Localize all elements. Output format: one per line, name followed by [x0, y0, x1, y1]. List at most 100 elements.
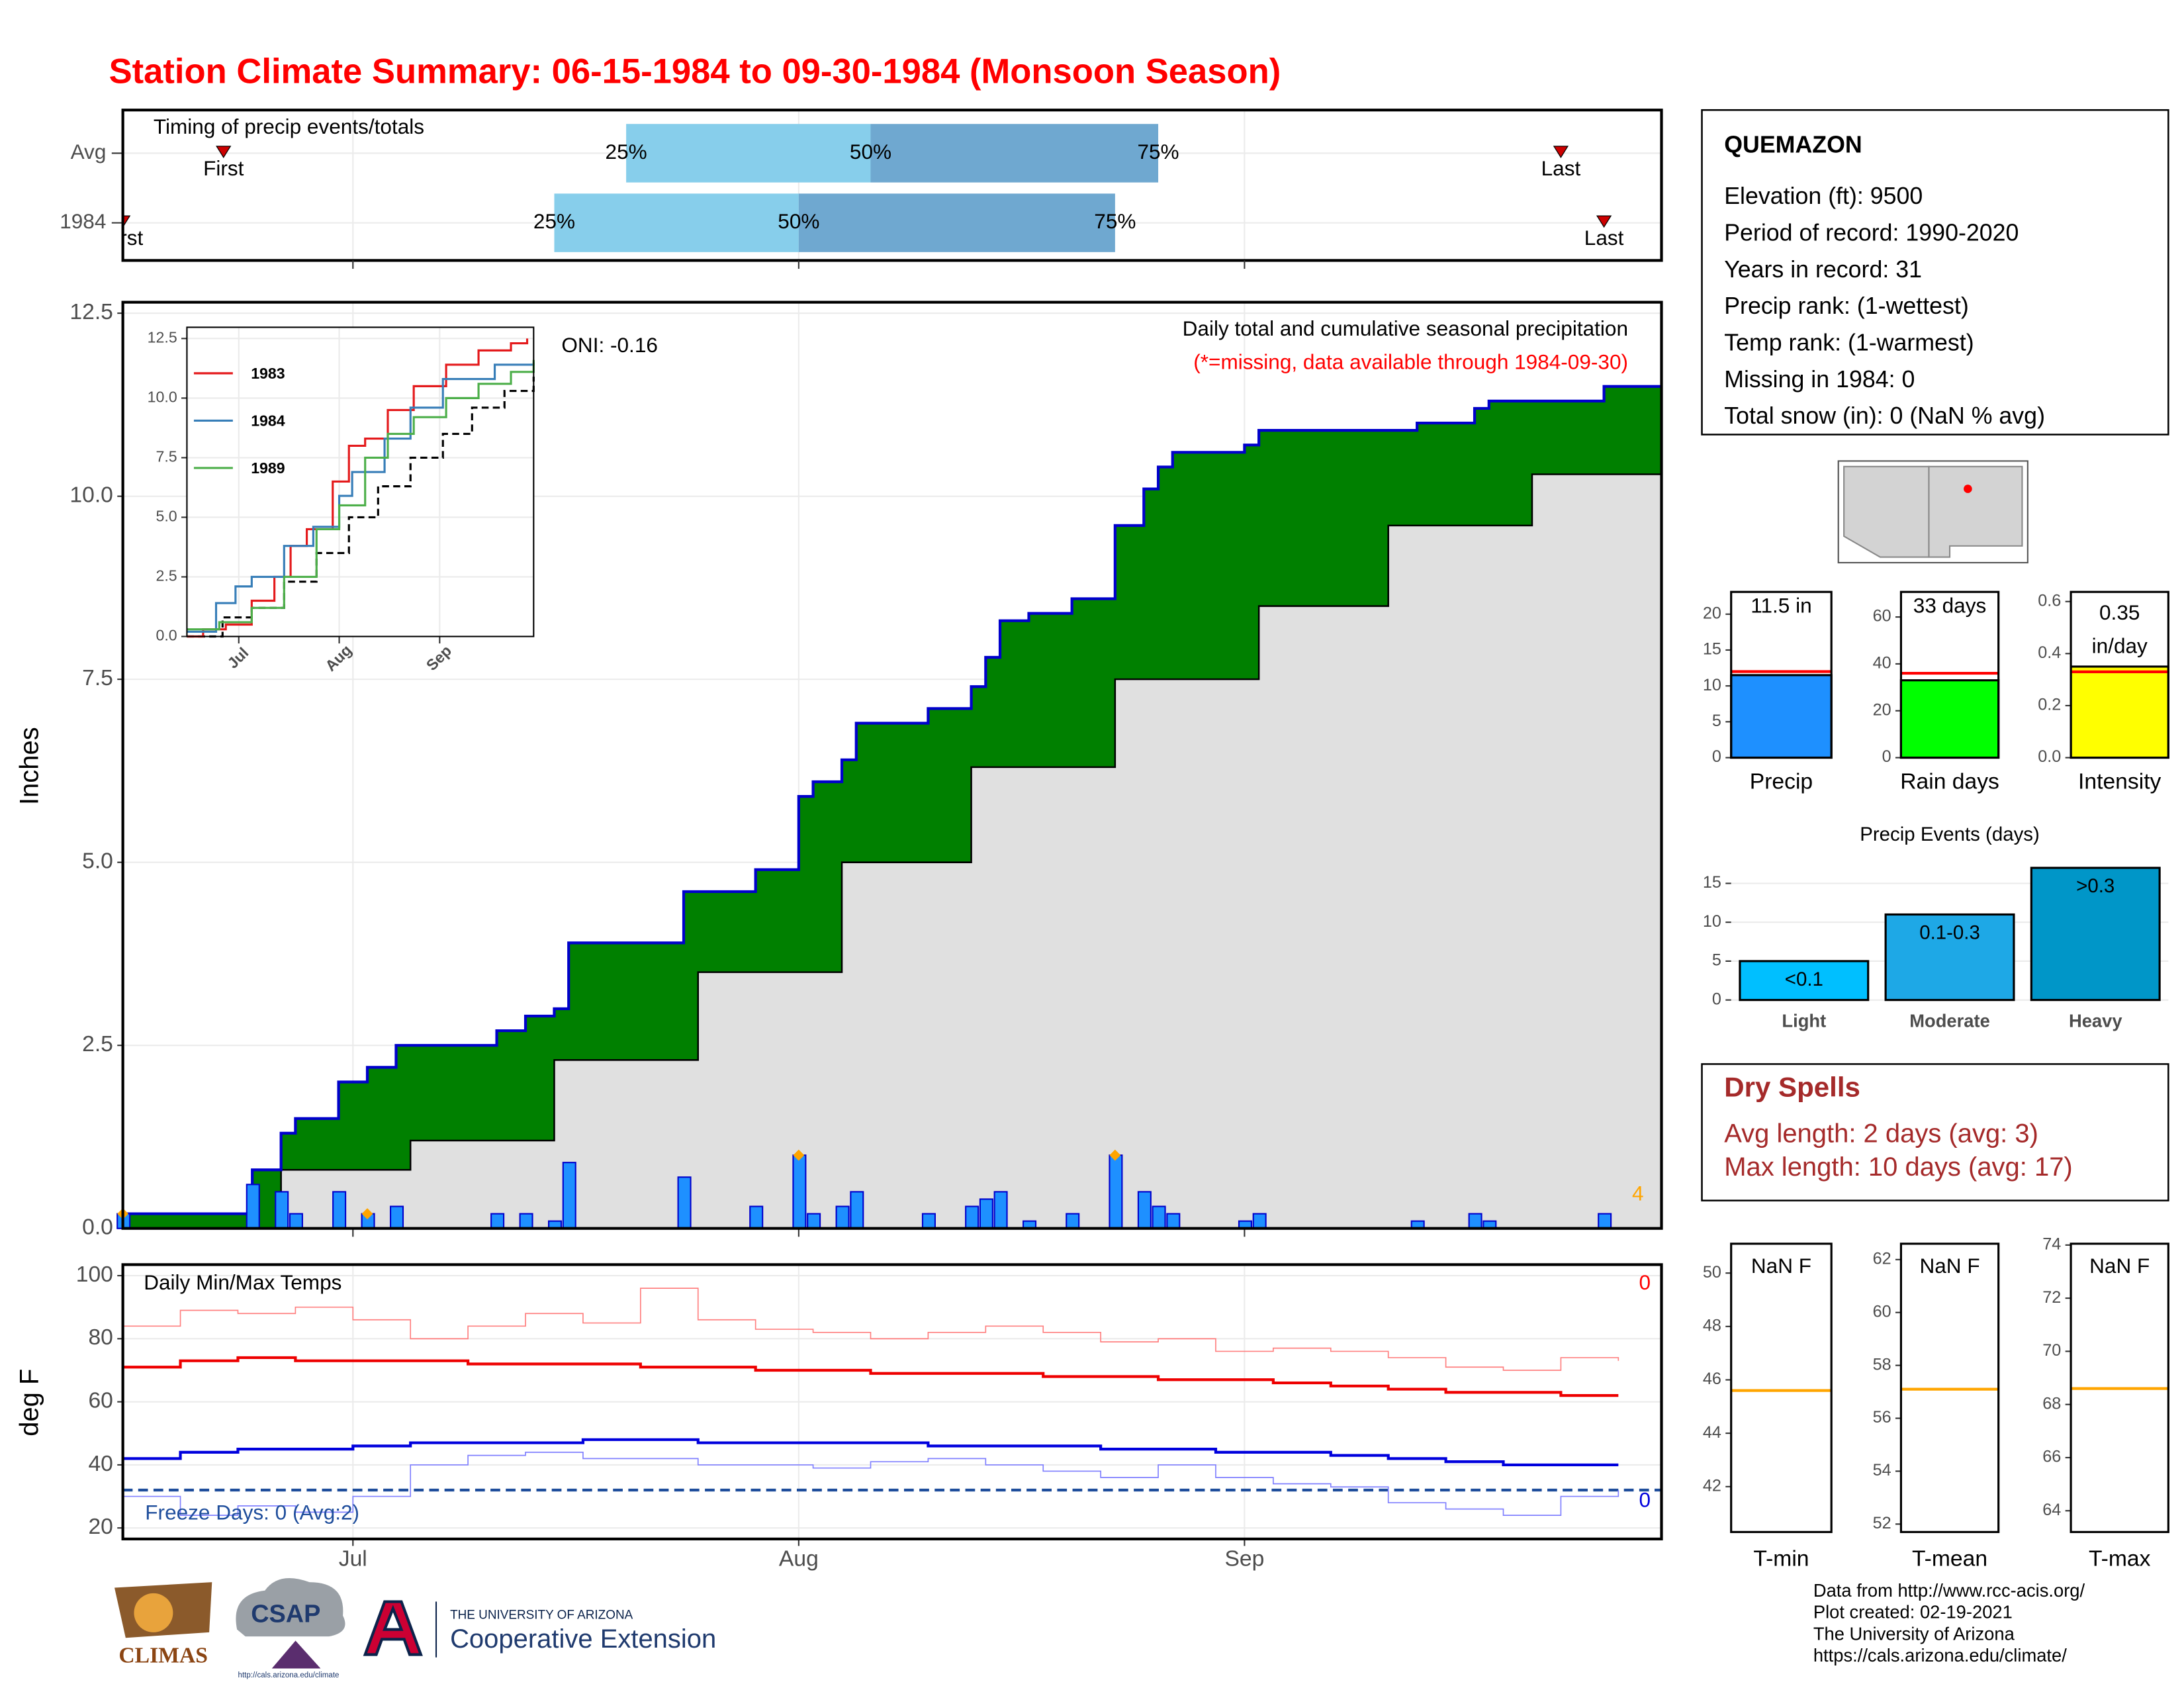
y-tick-label: 58 — [1873, 1355, 1891, 1374]
footer-text: The University of Arizona — [1813, 1623, 2015, 1644]
y-tick-label: 44 — [1703, 1423, 1721, 1442]
y-tick-label: 12.5 — [148, 328, 177, 346]
timing-marker — [122, 215, 131, 228]
y-tick-label: 64 — [2042, 1501, 2061, 1519]
footer-text: Plot created: 02-19-2021 — [1813, 1602, 2013, 1622]
location-map — [1837, 460, 2028, 564]
daily-bar — [979, 1198, 993, 1229]
timing-marker — [1553, 146, 1569, 158]
count-label: 4 — [1632, 1182, 1644, 1205]
daily-bar — [1252, 1213, 1267, 1229]
y-tick-label: 20 — [1873, 700, 1891, 719]
station-dot — [1964, 485, 1972, 493]
value-label: NaN F — [1919, 1254, 1979, 1278]
daily-bar — [1598, 1213, 1612, 1229]
y-tick-label: 54 — [1873, 1461, 1891, 1479]
normal-line — [122, 430, 1662, 1229]
timing-panel: 25% 50% 75% First Last 25% 50% 75% First Last — [122, 110, 1662, 261]
coop-text: Cooperative Extension — [450, 1624, 716, 1654]
daily-bar — [921, 1213, 936, 1229]
x-tick-label: T-min — [1753, 1546, 1809, 1571]
timing-bar-lower — [626, 124, 871, 183]
y-tick-label: 10.0 — [148, 388, 177, 405]
dry-spell-info: Avg length: 2 days (avg: 3) — [1724, 1119, 2038, 1148]
timing-label: 75% — [1137, 140, 1179, 164]
y-tick-label: 52 — [1873, 1514, 1891, 1532]
missing-flag — [361, 1208, 373, 1219]
y-tick-label: 62 — [1873, 1249, 1891, 1268]
csap-mountain — [271, 1640, 321, 1669]
bar — [2030, 867, 2161, 1002]
y-tick-label: 0 — [1712, 990, 1721, 1008]
freeze-label: Freeze Days: 0 (Avg:2) — [145, 1500, 359, 1524]
x-tick-label: Jul — [339, 1546, 367, 1571]
y-tick-label: 80 — [88, 1325, 113, 1350]
csap-url: http://cals.arizona.edu/climate — [238, 1671, 340, 1679]
y-tick-label: 40 — [1873, 654, 1891, 673]
normal-area — [122, 430, 1662, 1229]
y-tick-label: 100 — [76, 1262, 113, 1287]
range-label: >0.3 — [2076, 875, 2115, 897]
station-info: Elevation (ft): 9500 — [1724, 183, 1923, 209]
series-line — [187, 359, 535, 631]
timing-frame — [121, 109, 1663, 262]
timing-marker-label: First — [203, 156, 244, 180]
y-tick-label: 0.6 — [2038, 591, 2061, 610]
max-count: 0 — [1639, 1270, 1651, 1294]
logos: CLIMAS CSAP http://cals.arizona.edu/clim… — [114, 1577, 716, 1679]
daily-bar — [562, 1162, 576, 1229]
climas-sun — [134, 1593, 173, 1632]
y-tick-label: 0.4 — [2038, 643, 2061, 662]
map-state — [1843, 465, 1930, 558]
series-line — [122, 1452, 1619, 1516]
station-info: Period of record: 1990-2020 — [1724, 220, 2019, 246]
daily-bar — [1166, 1213, 1181, 1229]
y-axis-label: deg F — [15, 1369, 44, 1436]
y-tick-label: 0.0 — [156, 627, 177, 644]
y-tick-label: 72 — [2042, 1288, 2061, 1307]
y-tick-label: 0.2 — [2038, 696, 2061, 714]
missing-flag — [793, 1149, 805, 1161]
value-label: NaN F — [2089, 1254, 2150, 1278]
daily-bar — [850, 1191, 864, 1229]
bar-frame — [2070, 590, 2169, 759]
x-tick-label: Light — [1782, 1011, 1826, 1031]
y-tick-label: 5 — [1712, 951, 1721, 970]
daily-bar — [749, 1205, 764, 1229]
missing-flag — [1109, 1149, 1121, 1161]
climas-text: CLIMAS — [118, 1643, 208, 1667]
station-info: Precip rank: (1-wettest) — [1724, 293, 1969, 319]
daily-bar — [289, 1213, 303, 1229]
daily-bar — [807, 1213, 821, 1229]
station-info: Temp rank: (1-warmest) — [1724, 330, 1974, 356]
bar — [2070, 665, 2169, 759]
timing-label: 50% — [778, 209, 819, 233]
timing-marker — [1596, 215, 1612, 228]
y-tick-label: 56 — [1873, 1408, 1891, 1427]
csap-cloud — [236, 1577, 345, 1637]
y-tick-label: 10 — [1703, 676, 1721, 694]
y-tick-label: 2.5 — [156, 567, 177, 585]
series-line — [187, 338, 529, 638]
y-tick-label: 0 — [1882, 747, 1891, 766]
row-label: 1984 — [60, 209, 106, 233]
ua-logo — [363, 1600, 423, 1656]
bar — [1739, 960, 1870, 1002]
row-label: Avg — [71, 140, 107, 164]
y-tick-label: 74 — [2042, 1235, 2061, 1254]
timing-subtitle: Timing of precip events/totals — [154, 115, 424, 138]
daily-bar — [490, 1213, 505, 1229]
value-label: 33 days — [1913, 594, 1987, 618]
annotation: Daily total and cumulative seasonal prec… — [1183, 316, 1628, 340]
daily-bar — [275, 1191, 289, 1229]
legend-label: 1983 — [251, 365, 285, 382]
y-tick-label: 40 — [88, 1452, 113, 1476]
bar-frame — [1730, 590, 1833, 759]
timing-marker-label: Last — [1541, 156, 1581, 180]
map-state — [1928, 465, 2023, 558]
y-tick-label: 68 — [2042, 1394, 2061, 1413]
timing-bar-lower — [554, 193, 799, 252]
box-frame — [1730, 1243, 1833, 1533]
x-tick-label: Heavy — [2069, 1011, 2122, 1031]
y-tick-label: 50 — [1703, 1263, 1721, 1282]
